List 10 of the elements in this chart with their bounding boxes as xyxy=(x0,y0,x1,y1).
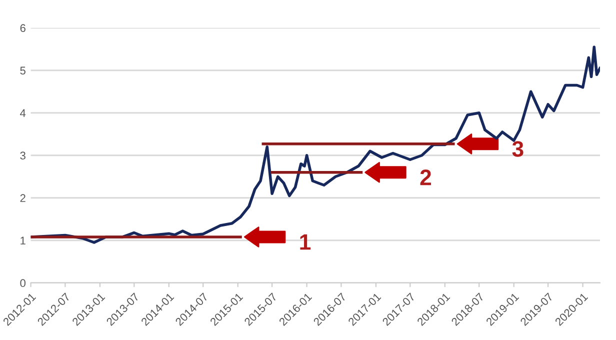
y-tick-label: 3 xyxy=(20,152,26,160)
annotation: 2 xyxy=(420,170,432,186)
annotation: 1 xyxy=(300,234,311,250)
y-tick-label: 2 xyxy=(20,194,26,202)
y-tick-label: 1 xyxy=(20,236,26,244)
y-tick-label: 5 xyxy=(20,66,26,75)
annotation: 3 xyxy=(512,141,524,157)
y-tick-label: 6 xyxy=(20,24,26,32)
y-tick-label: 4 xyxy=(20,109,26,117)
y-tick-label: 0 xyxy=(20,279,26,288)
